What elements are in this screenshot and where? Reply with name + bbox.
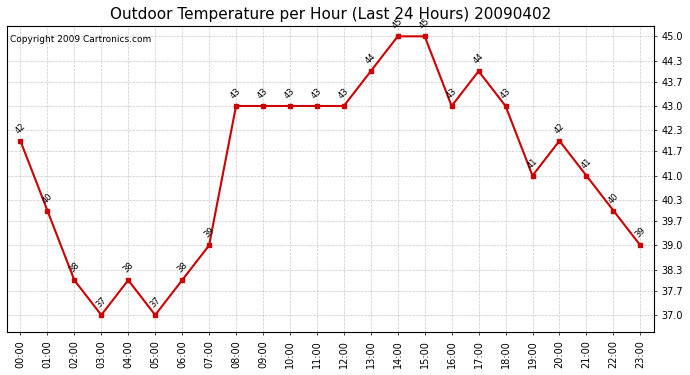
Text: 43: 43 — [229, 87, 243, 100]
Text: 40: 40 — [607, 191, 620, 205]
Text: 42: 42 — [553, 122, 566, 135]
Text: Copyright 2009 Cartronics.com: Copyright 2009 Cartronics.com — [10, 35, 151, 44]
Text: 43: 43 — [283, 87, 297, 100]
Text: 45: 45 — [417, 17, 431, 31]
Text: 38: 38 — [121, 261, 135, 274]
Text: 39: 39 — [633, 226, 647, 240]
Text: 39: 39 — [202, 226, 216, 240]
Text: 40: 40 — [41, 191, 55, 205]
Text: 43: 43 — [256, 87, 270, 100]
Text: 44: 44 — [364, 52, 377, 66]
Text: 43: 43 — [337, 87, 351, 100]
Text: 44: 44 — [472, 52, 486, 66]
Text: 37: 37 — [95, 296, 108, 309]
Text: 43: 43 — [310, 87, 324, 100]
Text: 38: 38 — [175, 261, 189, 274]
Text: 42: 42 — [14, 122, 28, 135]
Text: 45: 45 — [391, 17, 404, 31]
Text: 43: 43 — [445, 87, 459, 100]
Text: 37: 37 — [148, 296, 162, 309]
Text: 41: 41 — [580, 156, 593, 170]
Title: Outdoor Temperature per Hour (Last 24 Hours) 20090402: Outdoor Temperature per Hour (Last 24 Ho… — [110, 7, 551, 22]
Text: 41: 41 — [526, 156, 540, 170]
Text: 38: 38 — [68, 261, 81, 274]
Text: 43: 43 — [499, 87, 513, 100]
